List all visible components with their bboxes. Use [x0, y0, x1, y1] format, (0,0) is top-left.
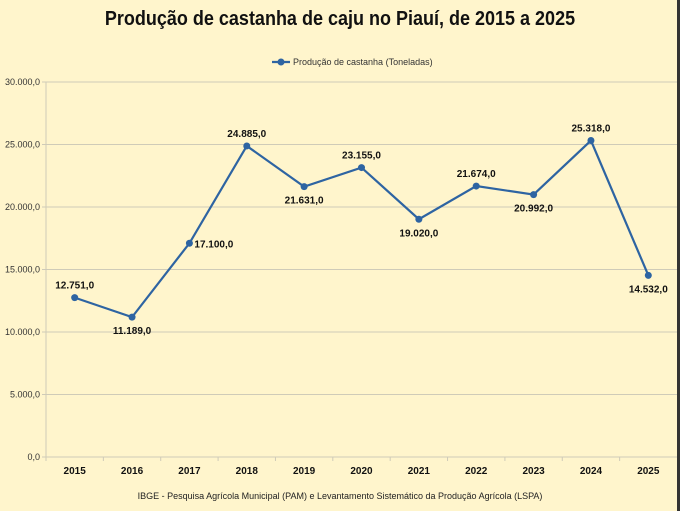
source-note: IBGE - Pesquisa Agrícola Municipal (PAM)…	[137, 491, 543, 501]
chart-title: Produção de castanha de caju no Piauí, d…	[104, 8, 576, 30]
x-tick-label: 2019	[293, 466, 316, 477]
data-point	[587, 137, 595, 145]
y-tick-label: 25.000,0	[5, 140, 40, 150]
data-point	[71, 294, 79, 302]
x-tick-label: 2018	[236, 466, 259, 477]
data-label: 17.100,0	[194, 239, 233, 250]
data-label: 12.751,0	[55, 281, 94, 292]
x-tick-label: 2022	[465, 466, 488, 477]
x-tick-label: 2020	[350, 466, 373, 477]
data-label: 23.155,0	[342, 151, 381, 162]
data-point	[472, 182, 480, 190]
y-tick-label: 20.000,0	[5, 202, 40, 212]
x-tick-label: 2025	[637, 466, 660, 477]
data-point	[243, 142, 251, 150]
data-point	[358, 164, 365, 172]
x-tick-label: 2015	[64, 466, 87, 477]
y-tick-label: 15.000,0	[5, 265, 40, 275]
data-point	[644, 271, 652, 279]
legend-marker	[277, 58, 285, 66]
y-tick-label: 10.000,0	[5, 327, 40, 337]
data-label: 25.318,0	[571, 124, 610, 135]
window-edge	[677, 0, 680, 511]
x-tick-label: 2021	[408, 466, 431, 477]
data-label: 21.674,0	[457, 169, 496, 180]
data-point	[415, 215, 423, 223]
data-point	[530, 191, 538, 199]
data-label: 20.992,0	[514, 204, 553, 215]
x-tick-label: 2024	[580, 466, 603, 477]
data-label: 11.189,0	[113, 326, 152, 337]
data-point	[185, 239, 193, 247]
x-tick-label: 2017	[178, 466, 201, 477]
data-point	[300, 183, 308, 191]
y-tick-label: 0,0	[27, 452, 40, 462]
data-label: 21.631,0	[285, 196, 324, 207]
y-tick-label: 5.000,0	[10, 390, 40, 400]
data-label: 14.532,0	[629, 284, 668, 295]
y-tick-label: 30.000,0	[5, 77, 40, 87]
data-point	[128, 313, 136, 321]
legend-label: Produção de castanha (Toneladas)	[293, 57, 433, 67]
data-label: 19.020,0	[399, 228, 438, 239]
data-label: 24.885,0	[227, 129, 266, 140]
x-tick-label: 2016	[121, 466, 144, 477]
x-tick-label: 2023	[522, 466, 545, 477]
